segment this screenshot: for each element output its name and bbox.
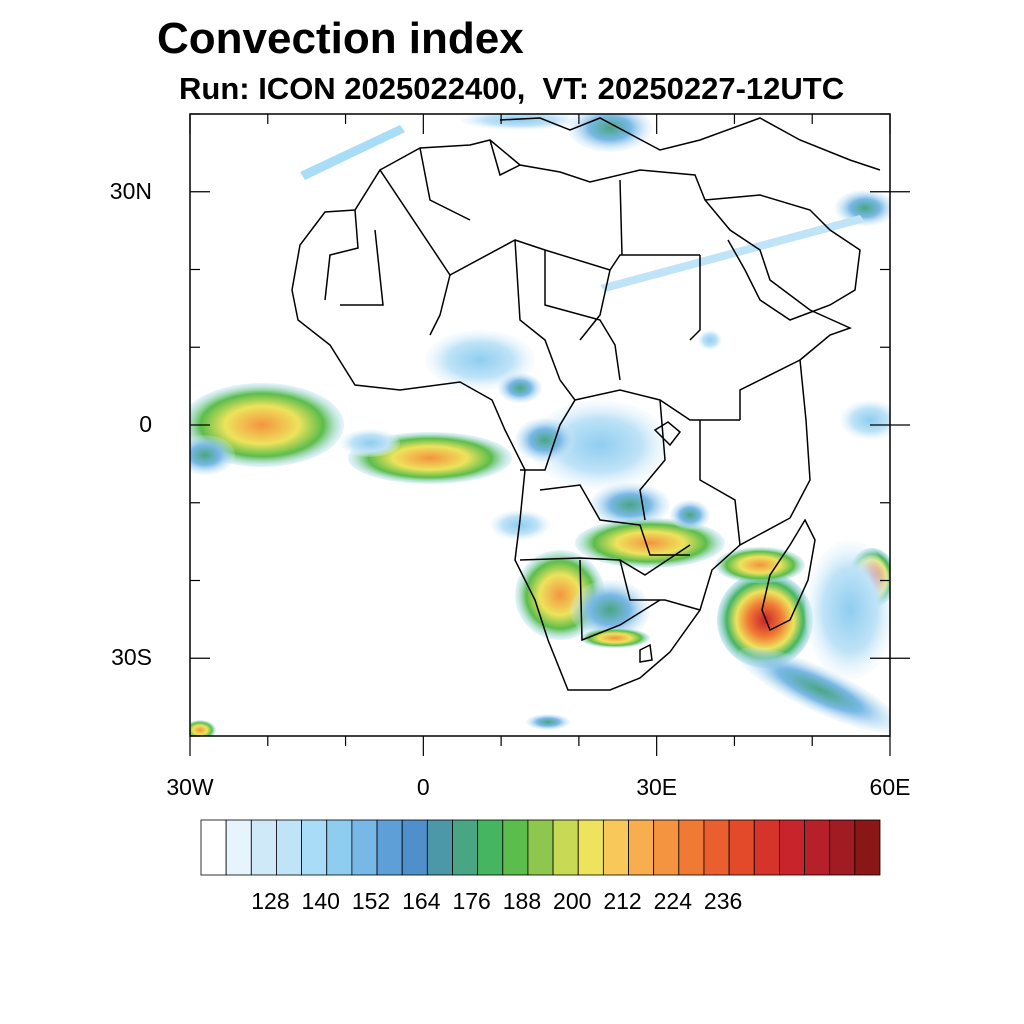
lon-tick-label: 0 — [416, 774, 430, 800]
lon-tick-label: 60E — [869, 774, 911, 800]
colorbar-tick-label: 212 — [603, 888, 642, 914]
colorbar-tick-label: 236 — [703, 888, 743, 914]
map-title: Convection index — [157, 14, 524, 63]
colorbar-tick-label: 224 — [653, 888, 692, 914]
lon-tick-label: 30W — [166, 774, 214, 800]
colorbar-tick-label: 140 — [301, 888, 340, 914]
colorbar-tick-label: 176 — [452, 888, 491, 914]
lat-tick-label: 30N — [109, 177, 152, 204]
convection-field — [190, 114, 890, 736]
map-subtitle: Run: ICON 2025022400, VT: 20250227-12UTC — [179, 71, 845, 106]
colorbar-tick-label: 164 — [402, 888, 441, 914]
lat-tick-label: 30S — [111, 644, 152, 671]
lon-tick-label: 30E — [636, 774, 678, 800]
axis-ticks — [189, 113, 910, 756]
colorbar-tick-label: 152 — [351, 888, 391, 914]
country-borders — [291, 117, 881, 691]
colorbar-tick-label: 188 — [502, 888, 542, 914]
colorbar-tick-label: 200 — [553, 888, 592, 914]
lat-tick-label: 0 — [139, 411, 152, 437]
colorbar-tick-label: 128 — [251, 888, 290, 914]
